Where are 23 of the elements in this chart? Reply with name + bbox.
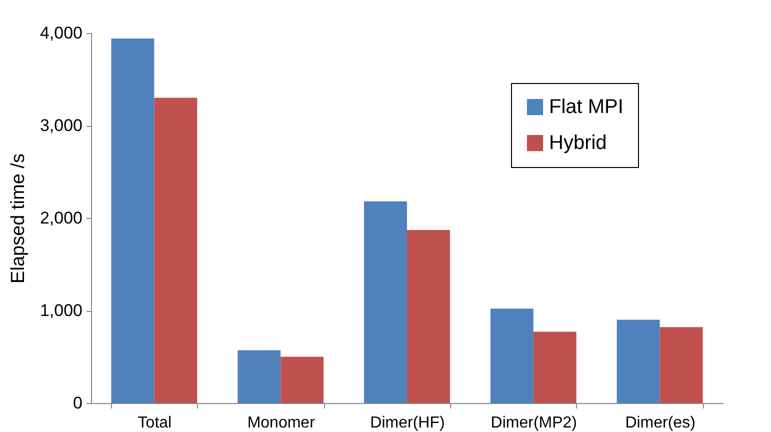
bar xyxy=(616,320,660,403)
x-tick-label: Dimer(MP2) xyxy=(490,414,578,432)
y-tick-label: 4,000 xyxy=(40,24,82,42)
legend-label: Flat MPI xyxy=(549,96,624,118)
bar xyxy=(111,38,154,403)
y-tick-label: 0 xyxy=(73,394,82,412)
bar xyxy=(238,350,281,403)
x-tick-label: Total xyxy=(138,414,172,432)
bar xyxy=(407,230,450,403)
y-tick-label: 1,000 xyxy=(40,301,82,320)
bar xyxy=(490,308,534,403)
y-axis-title: Elapsed time /s xyxy=(8,154,29,284)
bar xyxy=(364,201,407,403)
bar xyxy=(660,327,703,403)
bar xyxy=(154,98,198,403)
y-tick-label: 2,000 xyxy=(40,208,82,228)
x-tick-label: Monomer xyxy=(247,414,316,432)
y-tick-label: 3,000 xyxy=(40,116,82,135)
x-tick-label: Dimer(es) xyxy=(625,414,696,432)
legend-label: Hybrid xyxy=(549,132,607,154)
x-tick-label: Dimer(HF) xyxy=(370,414,445,432)
bar xyxy=(280,356,324,403)
bar xyxy=(533,332,576,403)
